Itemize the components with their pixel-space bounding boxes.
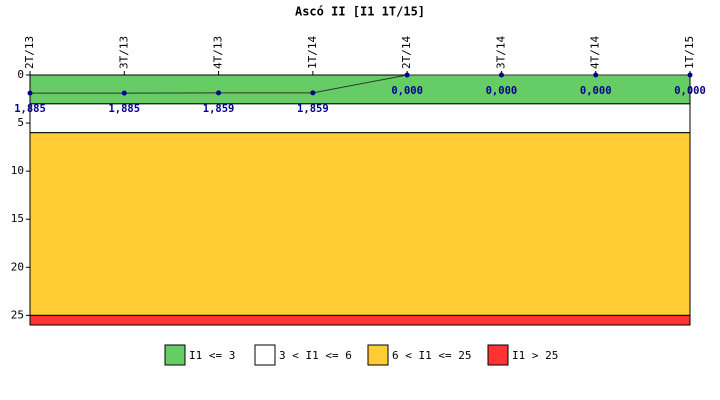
legend-swatch xyxy=(254,344,276,366)
value-label: 0,000 xyxy=(674,85,706,97)
value-label: 1,859 xyxy=(203,103,235,115)
band xyxy=(29,74,691,105)
band xyxy=(29,103,691,134)
point xyxy=(593,72,599,78)
y-tick-label: 0 xyxy=(17,68,24,81)
value-label: 1,859 xyxy=(297,103,329,115)
chart-title: Ascó II [I1 1T/15] xyxy=(295,5,425,19)
legend-swatch xyxy=(367,344,389,366)
point xyxy=(216,90,222,96)
point xyxy=(27,90,33,96)
legend-label: I1 <= 3 xyxy=(189,349,235,362)
point xyxy=(404,72,410,78)
x-tick-label: 3T/13 xyxy=(117,36,130,69)
x-tick-label: 2T/14 xyxy=(400,36,413,69)
point xyxy=(121,90,127,96)
x-tick-label: 3T/14 xyxy=(494,36,507,69)
legend-swatch xyxy=(164,344,186,366)
legend-label: I1 > 25 xyxy=(512,349,558,362)
value-label: 1,885 xyxy=(108,103,140,115)
value-label: 0,000 xyxy=(486,85,518,97)
band xyxy=(29,314,691,326)
point xyxy=(687,72,693,78)
legend-label: 3 < I1 <= 6 xyxy=(279,349,352,362)
x-tick-label: 1T/14 xyxy=(306,36,319,69)
legend-swatch xyxy=(487,344,509,366)
y-tick-label: 25 xyxy=(11,308,24,321)
value-label: 0,000 xyxy=(580,85,612,97)
value-label: 1,885 xyxy=(14,103,46,115)
band xyxy=(29,132,691,316)
series-line xyxy=(30,74,690,94)
x-tick-label: 4T/13 xyxy=(212,36,225,69)
legend-label: 6 < I1 <= 25 xyxy=(392,349,471,362)
point xyxy=(498,72,504,78)
value-label: 0,000 xyxy=(391,85,423,97)
y-tick-label: 20 xyxy=(11,260,24,273)
x-tick-label: 2T/13 xyxy=(23,36,36,69)
y-tick-label: 5 xyxy=(17,116,24,129)
y-tick-label: 10 xyxy=(11,164,24,177)
y-tick-label: 15 xyxy=(11,212,24,225)
x-tick-label: 1T/15 xyxy=(683,36,696,69)
point xyxy=(310,90,316,96)
x-tick-label: 4T/14 xyxy=(589,36,602,69)
